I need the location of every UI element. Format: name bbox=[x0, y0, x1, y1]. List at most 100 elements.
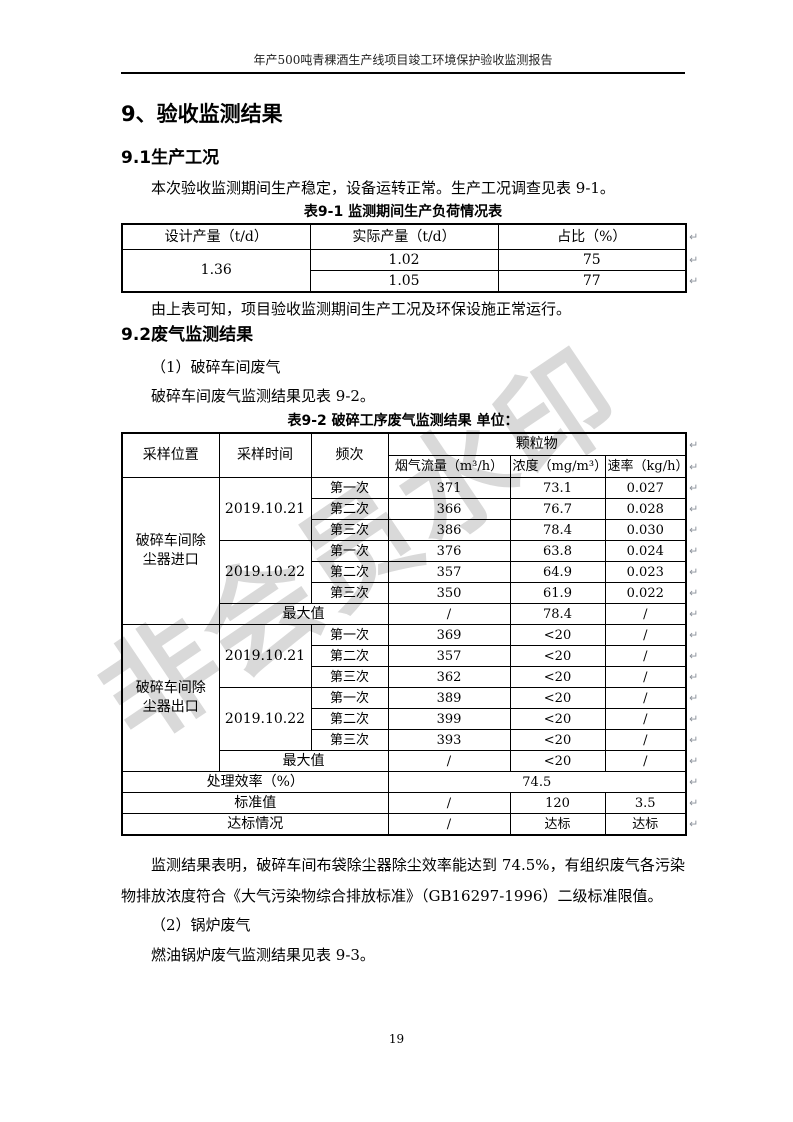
table-cell: 120 bbox=[509, 792, 606, 814]
table-cell: / ↵ bbox=[604, 645, 698, 667]
paragraph-mark-icon: ↵ bbox=[689, 481, 699, 495]
paragraph-mark-icon: ↵ bbox=[689, 733, 699, 747]
table-cell: 第三次 bbox=[310, 729, 389, 751]
table-header-cell: 颗粒物 ↵ bbox=[387, 432, 698, 456]
table-cell: 达标 ↵ bbox=[604, 813, 698, 836]
paragraph-mark-icon: ↵ bbox=[689, 438, 699, 451]
paragraph-mark-icon: ↵ bbox=[689, 502, 699, 516]
table-cell: 386 bbox=[387, 519, 511, 541]
table-row: 1.05 77 ↵ bbox=[122, 270, 698, 293]
table-cell: 73.1 bbox=[509, 477, 606, 499]
table-cell: / ↵ bbox=[604, 687, 698, 709]
table-header-cell: 占比（%） ↵ bbox=[497, 223, 698, 250]
paragraph: 由上表可知，项目验收监测期间生产工况及环保设施正常运行。 bbox=[151, 300, 572, 318]
table-cell: <20 bbox=[509, 729, 606, 751]
table-cell: 第三次 bbox=[310, 582, 389, 604]
table-cell: 74.5 ↵ bbox=[387, 771, 698, 793]
table-cell: 61.9 bbox=[509, 582, 606, 604]
table-cell: 78.4 bbox=[509, 603, 606, 625]
table-cell: / bbox=[387, 792, 511, 814]
sampling-date-cell: 2019.10.21 bbox=[218, 624, 312, 688]
section-title: 9、验收监测结果 bbox=[121, 102, 283, 126]
paragraph-mark-icon: ↵ bbox=[689, 586, 699, 600]
table-row: 设计产量（t/d） 实际产量（t/d） 占比（%） ↵ bbox=[121, 223, 698, 250]
table-row: 最大值 / <20/↵ bbox=[122, 750, 698, 772]
table-cell: 0.024 ↵ bbox=[604, 540, 698, 562]
table-cell: / ↵ bbox=[604, 624, 698, 646]
table-cell: 第一次 bbox=[310, 687, 389, 709]
table-9-1-caption: 表9-1 监测期间生产负荷情况表 bbox=[303, 204, 503, 220]
table-cell: 357 bbox=[387, 561, 511, 583]
table-cell: 第二次 bbox=[310, 708, 389, 730]
table-header-cell: 采样时间 bbox=[218, 432, 312, 478]
table-cell: 0.030 ↵ bbox=[604, 519, 698, 541]
paragraph-mark-icon: ↵ bbox=[689, 712, 699, 726]
table-header-cell: 烟气流量（m³/h） bbox=[387, 455, 511, 478]
sampling-date-cell: 2019.10.22 bbox=[218, 687, 312, 751]
table-row: 2019.10.22 第一次 376 63.8 0.024 ↵ bbox=[122, 540, 698, 604]
max-label-cell: 最大值 bbox=[218, 603, 389, 625]
max-label-cell: 最大值 bbox=[218, 750, 389, 772]
table-cell: 75 ↵ bbox=[497, 249, 698, 271]
paragraph: （2）锅炉废气 bbox=[151, 916, 251, 934]
paragraph-mark-icon: ↵ bbox=[689, 523, 699, 537]
table-row: 破碎车间除尘器进口 2019.10.21 第一次 371 73.1 0.027 ↵ bbox=[121, 477, 698, 625]
table-row: 破碎车间除尘器出口 2019.10.21 第一次 369 <20/↵ bbox=[121, 624, 698, 772]
table-cell: 399 bbox=[387, 708, 511, 730]
table-row: 烟气流量（m³/h） 浓度（mg/m³） 速率（kg/h） ↵ bbox=[122, 455, 698, 478]
paragraph: 破碎车间废气监测结果见表 9-2。 bbox=[151, 387, 375, 405]
footer-label-cell: 标准值 bbox=[121, 792, 389, 814]
table-cell: / bbox=[387, 813, 511, 836]
paragraph-mark-icon: ↵ bbox=[689, 628, 699, 642]
sampling-date-cell: 2019.10.22 bbox=[218, 540, 312, 604]
table-cell: 0.027 ↵ bbox=[604, 477, 698, 499]
table-row: 第二次 399 <20/↵ bbox=[122, 708, 698, 730]
paragraph-mark-icon: ↵ bbox=[689, 607, 699, 621]
paragraph-mark-icon: ↵ bbox=[689, 253, 699, 267]
table-cell: / ↵ bbox=[604, 666, 698, 688]
table-row: 第三次 350 61.9 0.022 ↵ bbox=[122, 582, 698, 604]
table-cell: 1.36 bbox=[121, 249, 311, 293]
paragraph-mark-icon: ↵ bbox=[689, 230, 699, 244]
table-cell: / bbox=[387, 750, 511, 772]
table-cell: 362 bbox=[387, 666, 511, 688]
table-header-cell: 浓度（mg/m³） bbox=[509, 455, 607, 478]
table-cell: <20 bbox=[509, 750, 606, 772]
paragraph-mark-icon: ↵ bbox=[689, 775, 699, 789]
table-cell: 1.02 bbox=[309, 249, 499, 271]
table-row: 处理效率（%） 74.5 ↵ bbox=[121, 771, 698, 793]
paragraph-mark-icon: ↵ bbox=[689, 691, 699, 705]
table-cell: 350 bbox=[387, 582, 511, 604]
paragraph: 本次验收监测期间生产稳定，设备运转正常。生产工况调查见表 9-1。 bbox=[151, 179, 615, 197]
table-header-cell: 速率（kg/h） ↵ bbox=[604, 455, 698, 478]
paragraph-mark-icon: ↵ bbox=[689, 565, 699, 579]
table-cell: 第二次 bbox=[310, 645, 389, 667]
table-row: 第三次 393 <20/↵ bbox=[122, 729, 698, 751]
table-9-2: 采样位置 采样时间 频次 颗粒物 ↵ 烟气流量（m³/h） 浓度（mg/m³） 速… bbox=[121, 432, 698, 836]
page-content: 年产500吨青稞酒生产线项目竣工环境保护验收监测报告 9、验收监测结果 9.1生… bbox=[121, 52, 698, 965]
paragraph-mark-icon: ↵ bbox=[689, 754, 699, 768]
table-cell: <20 bbox=[509, 666, 606, 688]
running-header: 年产500吨青稞酒生产线项目竣工环境保护验收监测报告 bbox=[121, 52, 685, 74]
paragraph: （1）破碎车间废气 bbox=[151, 358, 281, 376]
table-cell: 第一次 bbox=[310, 540, 389, 562]
table-cell: 371 bbox=[387, 477, 511, 499]
table-cell: 第三次 bbox=[310, 519, 389, 541]
paragraph: 燃油锅炉废气监测结果见表 9-3。 bbox=[151, 946, 375, 964]
table-cell: 369 bbox=[387, 624, 511, 646]
table-cell: / ↵ bbox=[604, 708, 698, 730]
table-header-cell: 实际产量（t/d） bbox=[309, 223, 499, 250]
table-cell: 0.028 ↵ bbox=[604, 498, 698, 520]
table-cell: 3.5 ↵ bbox=[604, 792, 698, 814]
table-cell: <20 bbox=[509, 645, 606, 667]
table-cell: 第二次 bbox=[310, 498, 389, 520]
table-row: 第二次 357 64.9 0.023 ↵ bbox=[122, 561, 698, 583]
paragraph-mark-icon: ↵ bbox=[689, 460, 699, 473]
paragraph: 监测结果表明，破碎车间布袋除尘器除尘效率能达到 74.5%，有组织废气各污染物排… bbox=[121, 856, 685, 905]
paragraph-mark-icon: ↵ bbox=[689, 670, 699, 684]
table-cell: 393 bbox=[387, 729, 511, 751]
table-cell: 0.023 ↵ bbox=[604, 561, 698, 583]
table-cell: 第一次 bbox=[310, 624, 389, 646]
table-row: 达标情况 / 达标 达标 ↵ bbox=[121, 813, 698, 836]
table-cell: 366 bbox=[387, 498, 511, 520]
